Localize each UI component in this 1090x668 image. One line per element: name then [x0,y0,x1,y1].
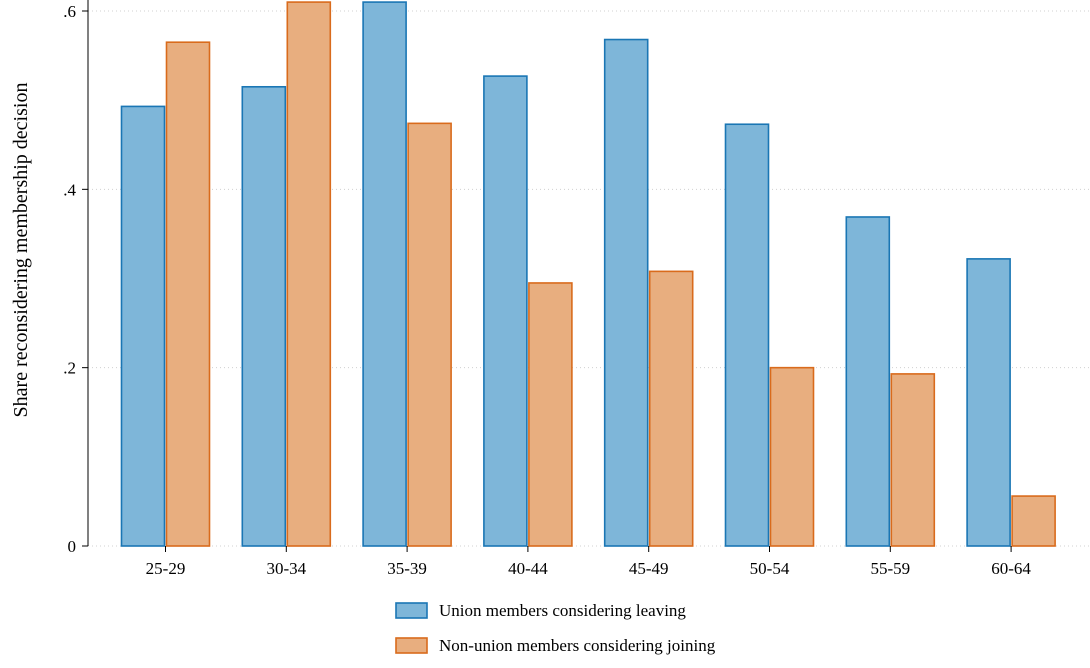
bar-nonunion-joining-35-39 [407,122,452,547]
legend-swatch-1 [395,637,428,654]
bar-union-leaving-35-39 [362,1,407,547]
bar-union-leaving-40-44 [483,75,528,547]
x-tick-label-4: 45-49 [629,559,669,578]
bar-union-leaving-45-49 [603,38,649,547]
x-tick-label-1: 30-34 [266,559,306,578]
x-tick-label-0: 25-29 [146,559,186,578]
bar-union-leaving-30-34 [241,85,287,547]
bar-union-leaving-25-29 [120,105,166,547]
y-tick-label-3: .6 [63,2,76,21]
bar-nonunion-joining-50-54 [769,366,815,547]
legend: Union members considering leaving Non-uni… [395,601,716,655]
bar-nonunion-joining-60-64 [1011,495,1056,547]
bar-nonunion-joining-45-49 [648,270,694,547]
bar-nonunion-joining-55-59 [890,373,936,547]
legend-swatch-0 [395,602,428,619]
gridlines [88,10,1090,547]
y-tick-label-2: .4 [63,180,76,199]
legend-label-0: Union members considering leaving [439,601,686,620]
axes: 0 .2 .4 .6 25-29 30-34 35-39 40-44 45-49 50-54 55-… [63,0,1031,578]
bar-union-leaving-50-54 [724,123,770,547]
y-tick-label-1: .2 [63,359,76,378]
x-tick-label-6: 55-59 [870,559,910,578]
bar-nonunion-joining-25-29 [165,41,211,547]
x-tick-label-7: 60-64 [991,559,1031,578]
y-axis-title: Share reconsidering membership decision [10,83,32,418]
bar-nonunion-joining-40-44 [528,282,573,547]
x-tick-label-3: 40-44 [508,559,548,578]
x-tick-label-2: 35-39 [387,559,427,578]
legend-label-1: Non-union members considering joining [439,636,716,655]
bars [120,1,1056,547]
x-tick-label-5: 50-54 [750,559,790,578]
bar-union-leaving-60-64 [966,258,1011,547]
bar-nonunion-joining-30-34 [286,1,332,547]
y-tick-label-0: 0 [68,537,77,556]
bar-union-leaving-55-59 [845,216,891,547]
